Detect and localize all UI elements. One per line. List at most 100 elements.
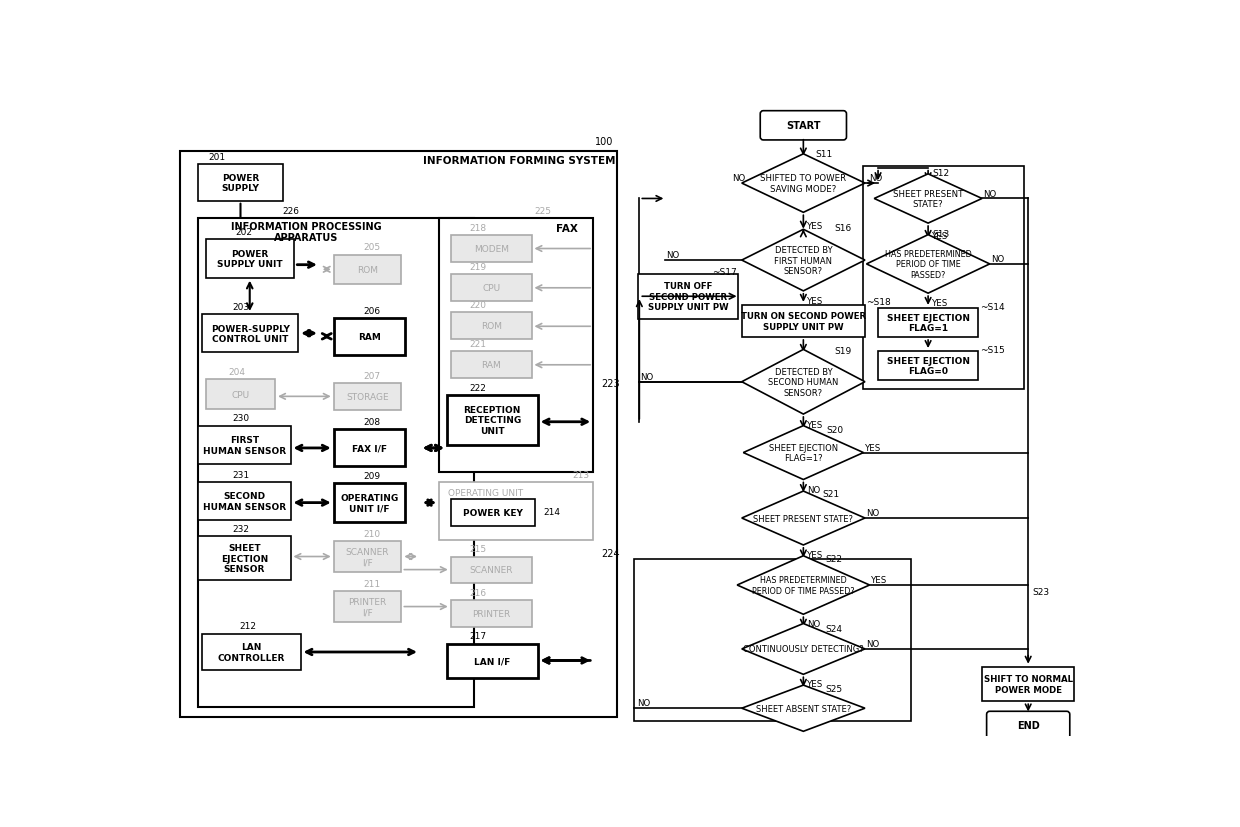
Text: 216: 216 xyxy=(469,589,486,597)
Text: START: START xyxy=(786,122,821,131)
Text: ROM: ROM xyxy=(357,265,378,275)
Text: S20: S20 xyxy=(826,425,843,434)
FancyBboxPatch shape xyxy=(334,318,405,356)
Text: SHIFTED TO POWER
SAVING MODE?: SHIFTED TO POWER SAVING MODE? xyxy=(760,174,847,194)
Text: 202: 202 xyxy=(236,227,253,237)
FancyBboxPatch shape xyxy=(450,275,532,302)
Text: HAS PREDETERMINED
PERIOD OF TIME
PASSED?: HAS PREDETERMINED PERIOD OF TIME PASSED? xyxy=(884,250,971,280)
Text: 207: 207 xyxy=(363,371,381,380)
FancyBboxPatch shape xyxy=(334,384,402,411)
Text: OPERATING
UNIT I/F: OPERATING UNIT I/F xyxy=(340,494,398,513)
Text: STORAGE: STORAGE xyxy=(346,393,389,402)
Text: 230: 230 xyxy=(232,414,249,423)
Polygon shape xyxy=(742,230,866,291)
Text: SHIFT TO NORMAL
POWER MODE: SHIFT TO NORMAL POWER MODE xyxy=(983,675,1073,694)
Text: YES: YES xyxy=(807,550,823,559)
FancyBboxPatch shape xyxy=(439,218,593,472)
Text: 222: 222 xyxy=(469,383,486,392)
FancyBboxPatch shape xyxy=(987,711,1070,739)
Polygon shape xyxy=(742,491,866,545)
Text: NO: NO xyxy=(869,174,882,183)
Text: YES: YES xyxy=(932,232,949,241)
Text: 210: 210 xyxy=(363,529,381,538)
Text: SCANNER
I/F: SCANNER I/F xyxy=(346,547,389,566)
Text: SHEET PRESENT STATE?: SHEET PRESENT STATE? xyxy=(754,514,853,523)
FancyBboxPatch shape xyxy=(206,240,294,279)
Text: RAM: RAM xyxy=(358,332,381,342)
Text: YES: YES xyxy=(807,421,823,430)
Text: POWER
SUPPLY UNIT: POWER SUPPLY UNIT xyxy=(217,250,283,269)
Text: PRINTER
I/F: PRINTER I/F xyxy=(348,597,387,616)
Text: S21: S21 xyxy=(822,490,839,498)
Text: YES: YES xyxy=(872,576,888,585)
FancyBboxPatch shape xyxy=(450,557,532,584)
Text: SHEET EJECTION
FLAG=1?: SHEET EJECTION FLAG=1? xyxy=(769,443,838,462)
FancyBboxPatch shape xyxy=(878,308,978,337)
Text: 231: 231 xyxy=(232,470,249,479)
Text: 206: 206 xyxy=(363,306,381,315)
Text: SHEET
EJECTION
SENSOR: SHEET EJECTION SENSOR xyxy=(221,543,268,573)
Text: FAX: FAX xyxy=(556,224,578,234)
FancyBboxPatch shape xyxy=(202,633,300,671)
FancyBboxPatch shape xyxy=(198,218,474,708)
FancyBboxPatch shape xyxy=(982,667,1074,701)
Text: S23: S23 xyxy=(1032,587,1049,596)
Text: 213: 213 xyxy=(572,470,589,479)
Text: ~S15: ~S15 xyxy=(981,346,1006,355)
FancyBboxPatch shape xyxy=(446,395,538,445)
Text: 208: 208 xyxy=(363,418,381,427)
Text: 219: 219 xyxy=(469,262,486,271)
Text: S13: S13 xyxy=(932,229,949,238)
Text: CPU: CPU xyxy=(232,390,249,399)
Text: NO: NO xyxy=(640,372,653,381)
Text: NO: NO xyxy=(637,699,650,707)
Text: CPU: CPU xyxy=(482,284,500,293)
Text: S24: S24 xyxy=(825,624,842,633)
Text: YES: YES xyxy=(807,222,823,231)
Polygon shape xyxy=(867,236,990,294)
FancyBboxPatch shape xyxy=(334,256,402,284)
Text: 209: 209 xyxy=(363,471,381,480)
Polygon shape xyxy=(742,624,866,675)
FancyBboxPatch shape xyxy=(450,313,532,340)
FancyBboxPatch shape xyxy=(198,482,290,521)
Text: YES: YES xyxy=(866,443,882,452)
FancyBboxPatch shape xyxy=(450,351,532,379)
Text: POWER KEY: POWER KEY xyxy=(463,508,523,517)
Text: YES: YES xyxy=(932,299,949,308)
Text: DETECTED BY
SECOND HUMAN
SENSOR?: DETECTED BY SECOND HUMAN SENSOR? xyxy=(768,367,838,397)
Text: NO: NO xyxy=(991,255,1004,264)
Text: 214: 214 xyxy=(543,507,560,516)
Text: NO: NO xyxy=(666,251,680,260)
Text: OPERATING UNIT: OPERATING UNIT xyxy=(448,489,523,498)
Text: 100: 100 xyxy=(595,137,613,147)
Text: INFORMATION PROCESSING
APPARATUS: INFORMATION PROCESSING APPARATUS xyxy=(231,222,381,243)
Text: LAN
CONTROLLER: LAN CONTROLLER xyxy=(217,643,285,662)
Text: END: END xyxy=(1017,720,1039,730)
Text: 226: 226 xyxy=(281,206,299,215)
FancyBboxPatch shape xyxy=(637,275,738,319)
FancyBboxPatch shape xyxy=(334,484,405,522)
FancyBboxPatch shape xyxy=(450,600,532,628)
Text: TURN ON SECOND POWER
SUPPLY UNIT PW: TURN ON SECOND POWER SUPPLY UNIT PW xyxy=(740,312,866,331)
Text: 217: 217 xyxy=(469,632,486,641)
FancyBboxPatch shape xyxy=(334,430,405,467)
Text: YES: YES xyxy=(807,679,823,688)
Text: HAS PREDETERMINED
PERIOD OF TIME PASSED?: HAS PREDETERMINED PERIOD OF TIME PASSED? xyxy=(751,576,854,595)
Text: 225: 225 xyxy=(534,206,552,215)
Text: INFORMATION FORMING SYSTEM: INFORMATION FORMING SYSTEM xyxy=(423,155,615,165)
Text: MODEM: MODEM xyxy=(474,245,508,254)
Polygon shape xyxy=(742,686,866,731)
FancyBboxPatch shape xyxy=(198,426,290,465)
Polygon shape xyxy=(874,174,982,224)
Text: 211: 211 xyxy=(363,579,381,588)
Text: NO: NO xyxy=(867,639,879,648)
Text: POWER-SUPPLY
CONTROL UNIT: POWER-SUPPLY CONTROL UNIT xyxy=(211,324,290,343)
Polygon shape xyxy=(737,556,869,614)
Text: S22: S22 xyxy=(825,555,842,564)
Text: 220: 220 xyxy=(469,301,486,310)
FancyBboxPatch shape xyxy=(198,536,290,581)
Text: NO: NO xyxy=(983,189,997,198)
Text: RAM: RAM xyxy=(481,361,501,370)
Text: ROM: ROM xyxy=(481,322,502,331)
